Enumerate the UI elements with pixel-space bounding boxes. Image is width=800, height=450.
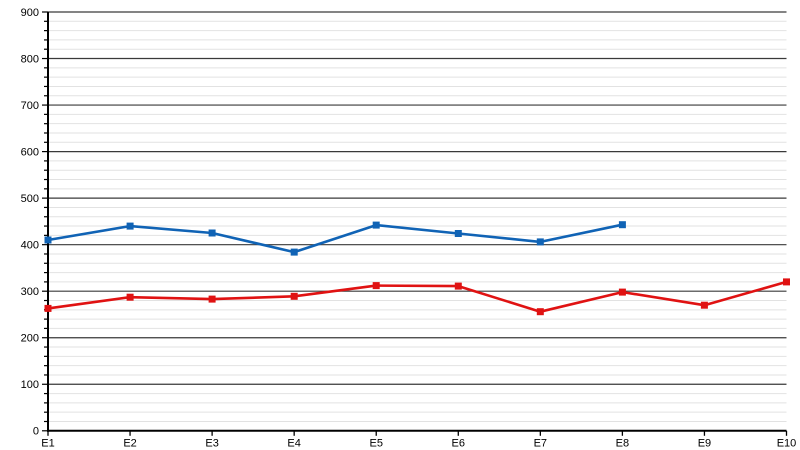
blue-series-marker <box>208 229 216 237</box>
red-series-marker <box>536 308 544 316</box>
red-series-marker <box>783 278 790 286</box>
red-series-marker <box>618 288 626 296</box>
red-series-marker <box>44 304 52 312</box>
x-axis-tick-label: E7 <box>534 437 547 449</box>
blue-series-marker <box>126 222 134 230</box>
x-axis-tick-label: E9 <box>698 437 711 449</box>
y-axis-tick-label: 300 <box>21 286 39 298</box>
y-axis-tick-label: 0 <box>33 426 39 438</box>
x-axis-tick-label: E4 <box>287 437 300 449</box>
x-axis-tick-label: E8 <box>616 437 629 449</box>
x-axis-tick-label: E2 <box>123 437 136 449</box>
y-axis-tick-label: 700 <box>21 100 39 112</box>
red-series-marker <box>372 282 380 290</box>
x-axis-tick-label: E5 <box>369 437 382 449</box>
red-series-marker <box>208 295 216 303</box>
red-series-marker <box>290 292 298 300</box>
y-axis-tick-label: 900 <box>21 7 39 19</box>
y-axis-tick-label: 800 <box>21 53 39 65</box>
x-axis-tick-label: E6 <box>452 437 465 449</box>
blue-series-marker <box>618 221 626 229</box>
y-axis-tick-label: 100 <box>21 379 39 391</box>
red-series-marker <box>454 282 462 290</box>
blue-series-marker <box>372 221 380 229</box>
y-axis-tick-label: 400 <box>21 240 39 252</box>
x-axis-tick-label: E1 <box>41 437 54 449</box>
blue-series-marker <box>536 238 544 246</box>
y-axis-tick-label: 500 <box>21 193 39 205</box>
y-axis-tick-label: 200 <box>21 333 39 345</box>
red-series-marker <box>700 301 708 309</box>
blue-series-marker <box>454 230 462 237</box>
x-axis-tick-label: E10 <box>777 437 797 449</box>
blue-series-line <box>46 223 624 254</box>
blue-series-marker <box>44 236 52 244</box>
red-series-line <box>46 280 788 314</box>
y-axis-tick-label: 600 <box>21 146 39 158</box>
x-axis-tick-label: E3 <box>205 437 218 449</box>
red-series-marker <box>126 293 134 301</box>
blue-series-marker <box>290 248 298 256</box>
